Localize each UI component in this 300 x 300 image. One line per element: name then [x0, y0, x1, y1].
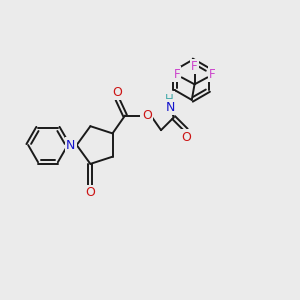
- Text: N: N: [66, 139, 75, 152]
- Text: F: F: [191, 60, 198, 73]
- Text: O: O: [181, 130, 191, 144]
- Text: F: F: [173, 68, 180, 81]
- Text: N: N: [165, 101, 175, 114]
- Text: H: H: [165, 93, 173, 106]
- Text: O: O: [85, 186, 95, 199]
- Text: O: O: [112, 86, 122, 99]
- Text: O: O: [142, 109, 152, 122]
- Text: F: F: [209, 68, 216, 81]
